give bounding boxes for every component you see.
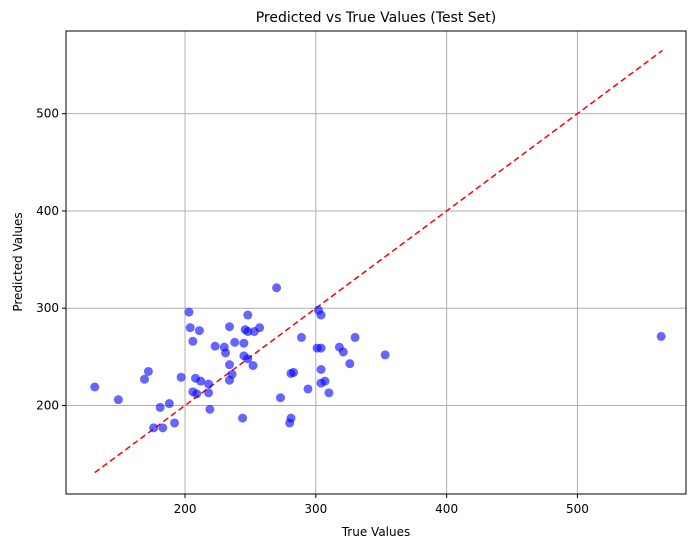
data-point	[210, 341, 220, 351]
x-axis-label: True Values	[341, 525, 411, 539]
data-point	[149, 423, 159, 433]
y-tick-label: 200	[36, 398, 59, 412]
data-point	[316, 310, 326, 320]
data-point	[155, 402, 165, 412]
data-point	[227, 369, 237, 379]
reference-line	[94, 49, 663, 474]
data-point	[139, 374, 149, 384]
data-point	[276, 393, 286, 403]
data-point	[143, 366, 153, 376]
data-point	[204, 388, 214, 398]
data-point	[345, 359, 355, 369]
data-point	[656, 331, 666, 341]
y-axis-label: Predicted Values	[11, 212, 25, 311]
data-point	[185, 323, 195, 333]
y-tick-label: 500	[36, 107, 59, 121]
data-point	[221, 348, 231, 358]
data-point	[272, 283, 282, 293]
data-point	[225, 360, 235, 370]
plot-area-frame	[65, 30, 687, 495]
x-tick-label: 400	[435, 502, 458, 516]
data-point	[243, 327, 253, 337]
data-point	[316, 364, 326, 374]
data-point	[158, 423, 168, 433]
y-tick-label: 300	[36, 301, 59, 315]
y-axis-ticks: 200 300 400 500	[36, 107, 66, 412]
data-point	[239, 338, 249, 348]
data-point	[90, 382, 100, 392]
data-point	[205, 404, 215, 414]
data-point	[184, 307, 194, 317]
data-point	[225, 322, 235, 332]
data-point	[248, 361, 258, 371]
data-point	[320, 376, 330, 386]
data-point	[113, 395, 123, 405]
x-tick-label: 500	[566, 502, 589, 516]
chart-title: Predicted vs True Values (Test Set)	[256, 10, 497, 26]
data-point	[243, 354, 253, 364]
reference-line-group	[94, 49, 663, 474]
data-point	[194, 326, 204, 336]
data-point	[338, 347, 348, 357]
data-point	[188, 336, 198, 346]
x-axis-ticks: 200 300 400 500	[174, 494, 589, 516]
data-point	[350, 332, 360, 342]
data-point	[303, 384, 313, 394]
scatter-points	[90, 283, 666, 433]
data-point	[316, 343, 326, 353]
data-point	[243, 310, 253, 320]
y-tick-label: 400	[36, 204, 59, 218]
data-point	[296, 332, 306, 342]
data-point	[238, 413, 248, 423]
x-tick-label: 200	[174, 502, 197, 516]
x-tick-label: 300	[304, 502, 327, 516]
data-point	[324, 388, 334, 398]
data-point	[289, 367, 299, 377]
data-point	[286, 413, 296, 423]
data-point	[204, 379, 214, 389]
data-point	[176, 372, 186, 382]
data-point	[192, 389, 202, 399]
data-point	[164, 399, 174, 409]
data-point	[230, 337, 240, 347]
data-point	[255, 323, 265, 333]
data-point	[380, 350, 390, 360]
data-point	[196, 376, 206, 386]
data-point	[170, 418, 180, 428]
